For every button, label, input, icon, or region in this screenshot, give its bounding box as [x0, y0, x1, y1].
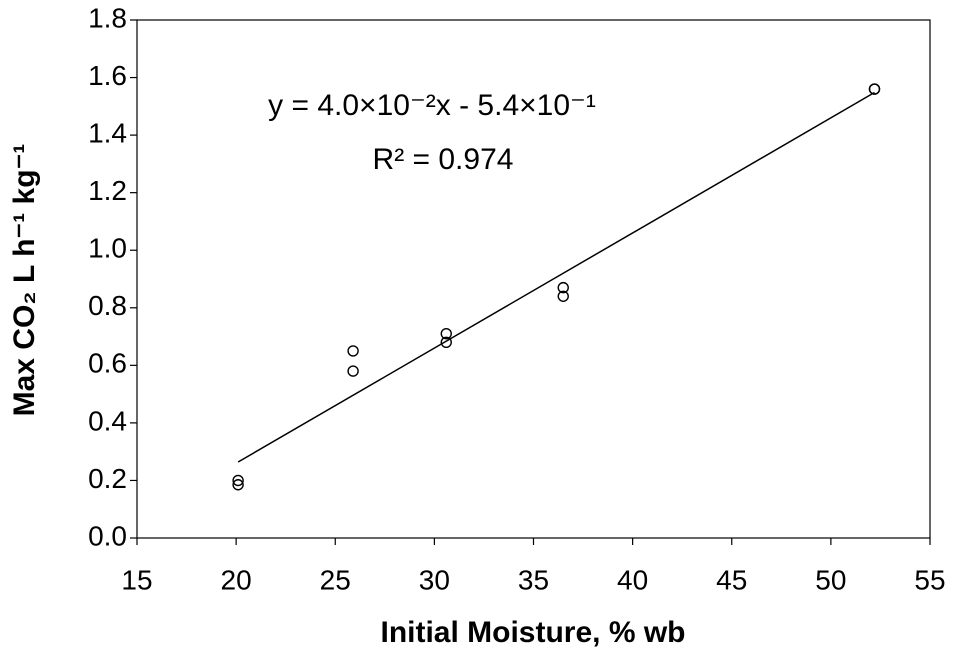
y-tick-label: 1.0	[88, 233, 127, 264]
data-point	[232, 474, 244, 487]
equation: y = 4.0×10⁻²x - 5.4×10⁻¹	[268, 89, 596, 122]
y-tick-label: 1.8	[88, 2, 127, 33]
x-tick-label: 20	[221, 564, 252, 595]
data-point	[347, 365, 359, 377]
y-tick-label: 0.0	[88, 520, 127, 551]
x-tick-label: 25	[320, 564, 351, 595]
x-tick-label: 30	[419, 564, 450, 595]
y-tick-label: 0.6	[88, 348, 127, 379]
x-tick-label: 35	[518, 564, 549, 595]
data-point	[557, 290, 569, 302]
y-tick-label: 1.6	[88, 60, 127, 91]
r-squared: R² = 0.974	[373, 143, 514, 176]
data-point	[232, 479, 244, 491]
x-tick-label: 45	[716, 564, 747, 595]
x-tick-label: 15	[121, 564, 152, 595]
trendline	[237, 91, 875, 463]
x-tick-label: 40	[617, 564, 648, 595]
y-tick-label: 0.2	[88, 463, 127, 494]
data-point	[440, 327, 452, 340]
x-axis-title: Initial Moisture, % wb	[380, 616, 685, 649]
x-tick-label: 55	[914, 564, 945, 595]
data-point	[440, 336, 452, 349]
y-tick-label: 1.4	[88, 118, 127, 149]
x-tick-label: 50	[815, 564, 846, 595]
data-point	[557, 281, 569, 294]
data-point	[868, 83, 881, 95]
data-point	[347, 345, 359, 357]
y-axis-title: Max CO₂ L h⁻¹ kg⁻¹	[8, 144, 41, 417]
y-tick-label: 0.4	[88, 405, 127, 436]
y-tick-label: 1.2	[88, 175, 127, 206]
y-tick-label: 0.8	[88, 290, 127, 321]
